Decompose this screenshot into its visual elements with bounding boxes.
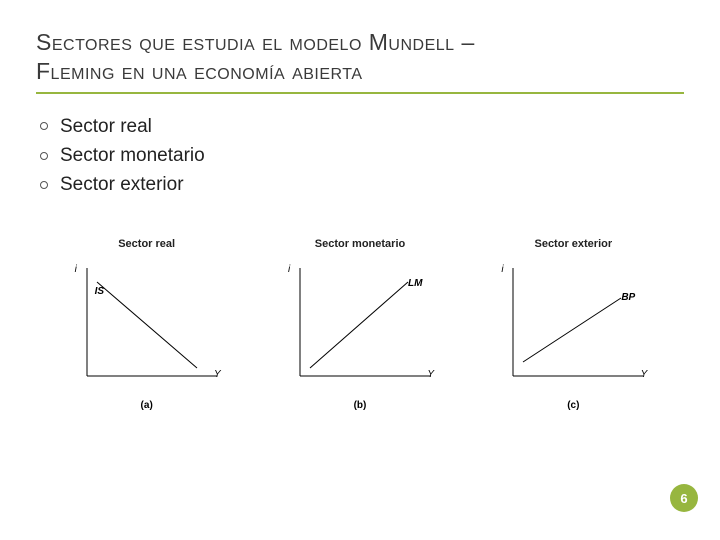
chart-panel-c: Sector exterior i Y BP (c) <box>467 238 680 411</box>
bullet-icon <box>40 152 48 160</box>
bullet-text: Sector real <box>60 112 152 141</box>
curve-label-lm: LM <box>408 278 422 289</box>
page-number-badge: 6 <box>670 484 698 512</box>
chart-heading: Sector real <box>118 238 175 250</box>
title-line1: Sectores que estudia el modelo Mundell – <box>36 29 475 55</box>
curve-label-is: IS <box>95 286 104 297</box>
page-title: Sectores que estudia el modelo Mundell –… <box>36 28 684 86</box>
list-item: Sector real <box>40 112 684 141</box>
list-item: Sector exterior <box>40 170 684 199</box>
bullet-text: Sector exterior <box>60 170 184 199</box>
y-axis-label: i <box>501 264 503 275</box>
slide: Sectores que estudia el modelo Mundell –… <box>0 0 720 540</box>
panel-label: (b) <box>354 400 367 411</box>
chart-panel-b: Sector monetario i Y LM (b) <box>253 238 466 411</box>
chart-wrap: i Y IS <box>67 258 227 398</box>
list-item: Sector monetario <box>40 141 684 170</box>
chart-svg <box>67 258 227 398</box>
panel-label: (c) <box>567 400 579 411</box>
chart-wrap: i Y LM <box>280 258 440 398</box>
charts-row: Sector real i Y IS (a) Sector monetario … <box>36 238 684 411</box>
title-line2: Fleming en una economía abierta <box>36 58 363 84</box>
chart-heading: Sector monetario <box>315 238 405 250</box>
page-number: 6 <box>680 491 687 506</box>
y-axis-label: i <box>288 264 290 275</box>
bullet-icon <box>40 181 48 189</box>
x-axis-label: Y <box>427 369 434 380</box>
bullet-text: Sector monetario <box>60 141 205 170</box>
lm-curve <box>310 282 408 368</box>
chart-wrap: i Y BP <box>493 258 653 398</box>
is-curve <box>97 282 197 368</box>
x-axis-label: Y <box>641 369 648 380</box>
y-axis-label: i <box>75 264 77 275</box>
panel-label: (a) <box>141 400 153 411</box>
chart-heading: Sector exterior <box>534 238 612 250</box>
title-block: Sectores que estudia el modelo Mundell –… <box>36 28 684 94</box>
bullet-icon <box>40 122 48 130</box>
bullet-list: Sector real Sector monetario Sector exte… <box>36 112 684 200</box>
bp-curve <box>523 298 621 362</box>
chart-svg <box>493 258 653 398</box>
curve-label-bp: BP <box>621 292 635 303</box>
chart-panel-a: Sector real i Y IS (a) <box>40 238 253 411</box>
x-axis-label: Y <box>214 369 221 380</box>
